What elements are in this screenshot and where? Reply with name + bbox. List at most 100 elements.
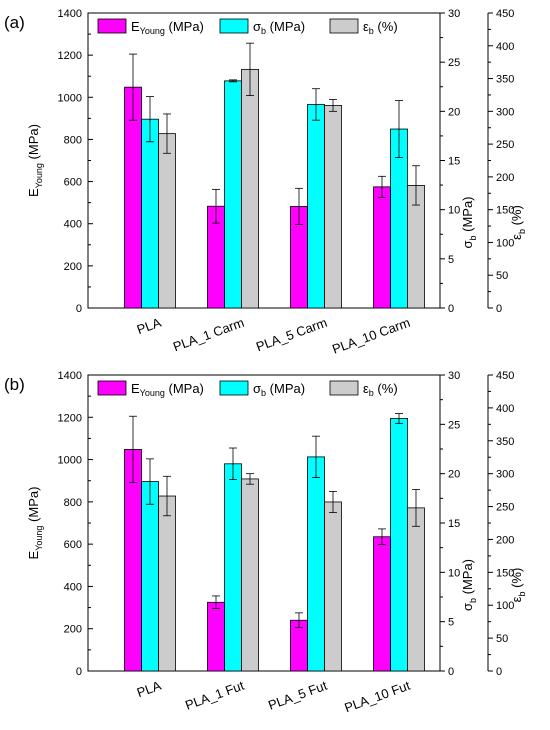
bar-epsilon-b — [241, 478, 259, 672]
x-tick-label: PLA_5 Carm — [254, 315, 329, 355]
y-left-tick-label: 1000 — [58, 92, 82, 104]
legend-label: εb (%) — [363, 19, 398, 36]
legend-swatch — [97, 18, 127, 34]
y-right2-tick-label: 350 — [496, 74, 514, 86]
axis-title-symbol: σ — [460, 603, 475, 611]
y-left-tick-label: 0 — [76, 666, 82, 678]
legend-label: σb (MPa) — [253, 381, 305, 398]
y-right2-tick-label: 300 — [496, 106, 514, 118]
axis-title-symbol: ε — [509, 234, 524, 240]
y-right1-title: σb (MPa) — [460, 196, 478, 248]
y-right2-tick-label: 150 — [496, 567, 514, 579]
y-left-tick-label: 1400 — [58, 370, 82, 382]
y-left-tick-label: 1200 — [58, 50, 82, 62]
bar-epsilon-b — [241, 68, 259, 309]
y-right2-tick-label: 350 — [496, 436, 514, 448]
bar-e-young — [373, 186, 391, 309]
chart-panel-b: (b)0200400600800100012001400051015202530… — [4, 370, 527, 715]
x-tick-label: PLA_1 Fut — [183, 678, 246, 713]
x-tick-label: PLA_10 Fut — [342, 678, 412, 716]
y-right1-tick-label: 15 — [448, 156, 460, 168]
bar-epsilon-b — [407, 507, 425, 672]
bar-epsilon-b — [324, 105, 342, 309]
bar-sigma-b — [224, 80, 242, 309]
chart-panel-a: (a) 0 200 400 600 800 1000 1200 1400 0 5 10 15 20 25 30… — [4, 8, 527, 357]
y-right1-tick-label: 15 — [448, 518, 460, 530]
bar-sigma-b — [141, 118, 159, 309]
y-right2-tick-label: 0 — [496, 303, 502, 315]
legend-swatch — [219, 380, 249, 396]
x-tick-label: PLA_1 Carm — [171, 315, 246, 355]
y-right2-tick-label: 0 — [496, 666, 502, 678]
legend-symbol: E — [131, 381, 140, 396]
legend-symbol: ε — [363, 19, 369, 34]
legend-symbol: ε — [363, 381, 369, 396]
y-right2-tick-label: 200 — [496, 172, 514, 184]
bar-epsilon-b — [158, 495, 176, 672]
legend-subscript: Young — [140, 388, 165, 398]
legend-symbol: σ — [253, 19, 261, 34]
y-right2-tick-label: 450 — [496, 8, 514, 20]
y-right2-tick-label: 150 — [496, 205, 514, 217]
axis-title-subscript: Young — [34, 526, 44, 551]
legend-label: EYoung (MPa) — [131, 381, 204, 398]
axis-title-unit: (%) — [509, 568, 524, 592]
legend-subscript: Young — [140, 26, 165, 36]
bar-sigma-b — [307, 456, 325, 672]
y-left-tick-label: 200 — [64, 261, 82, 273]
y-right1-tick-label: 5 — [448, 617, 454, 629]
y-right1-title: σb (MPa) — [460, 559, 478, 611]
y-right1-tick-label: 5 — [448, 254, 454, 266]
y-left-tick-label: 1200 — [58, 412, 82, 424]
bar-epsilon-b — [158, 133, 176, 309]
y-right2-tick-label: 100 — [496, 600, 514, 612]
axis-title-symbol: σ — [460, 240, 475, 248]
legend-subscript: b — [261, 26, 266, 36]
panel-label: (a) — [4, 13, 25, 32]
axis-title-subscript: b — [517, 229, 527, 234]
axis-title-unit: (%) — [509, 205, 524, 229]
legend-label: εb (%) — [363, 381, 398, 398]
y-left-tick-label: 800 — [64, 497, 82, 509]
bar-sigma-b — [307, 104, 325, 309]
legend-subscript: b — [261, 388, 266, 398]
legend-subscript: b — [369, 388, 374, 398]
y-right1-tick-label: 0 — [448, 303, 454, 315]
y-left-tick-label: 600 — [64, 539, 82, 551]
legend-unit: (MPa) — [266, 381, 305, 396]
y-left-tick-label: 1400 — [58, 8, 82, 20]
y-right1-tick-label: 25 — [448, 57, 460, 69]
y-right2-tick-label: 400 — [496, 41, 514, 53]
axis-title-unit: (MPa) — [26, 124, 41, 163]
axis-title-symbol: ε — [509, 596, 524, 602]
x-tick-label: PLA_5 Fut — [266, 678, 329, 713]
y-right1-tick-label: 25 — [448, 419, 460, 431]
bar-e-young — [373, 536, 391, 672]
y-left-tick-label: 1000 — [58, 455, 82, 467]
y-right2-tick-label: 250 — [496, 139, 514, 151]
y-right2-tick-label: 200 — [496, 534, 514, 546]
x-tick-label: PLA — [135, 678, 164, 701]
y-left-tick-label: 200 — [64, 624, 82, 636]
y-right2-tick-label: 400 — [496, 403, 514, 415]
y-right2-title: εb (%) — [509, 205, 527, 240]
y-right1-tick-label: 20 — [448, 106, 460, 118]
legend-subscript: b — [369, 26, 374, 36]
bar-sigma-b — [224, 463, 242, 672]
legend-symbol: E — [131, 19, 140, 34]
y-left-tick-label: 600 — [64, 177, 82, 189]
x-tick-label: PLA_10 Carm — [330, 315, 412, 357]
legend-unit: (%) — [374, 381, 398, 396]
y-left-tick-label: 800 — [64, 134, 82, 146]
y-left-tick-label: 400 — [64, 581, 82, 593]
axis-title-symbol: E — [26, 550, 41, 559]
bar-epsilon-b — [324, 501, 342, 672]
axis-title-subscript: b — [468, 235, 478, 240]
y-right1-tick-label: 10 — [448, 205, 460, 217]
y-left-title: EYoung (MPa) — [26, 487, 44, 560]
axis-title-unit: (MPa) — [26, 487, 41, 526]
panel-label: (b) — [4, 375, 25, 394]
y-left-tick-label: 0 — [76, 303, 82, 315]
y-right1-tick-label: 10 — [448, 567, 460, 579]
